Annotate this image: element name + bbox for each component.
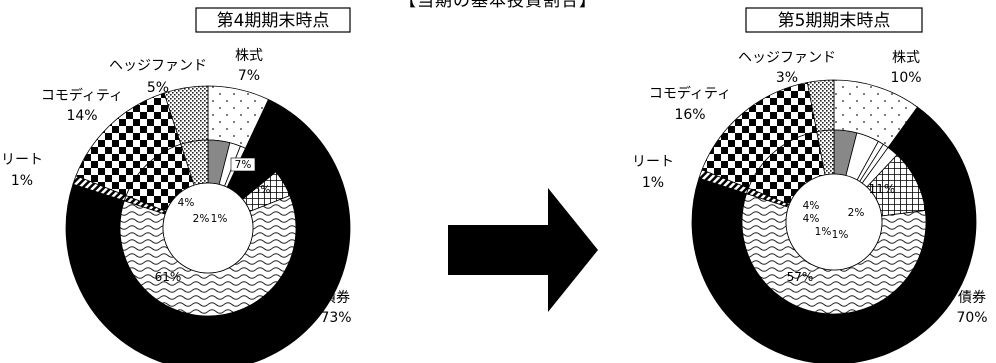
outer-label: コモディティ xyxy=(41,87,123,104)
donut-hole xyxy=(162,182,254,274)
inner-label-bg xyxy=(230,157,256,172)
chart-title-box xyxy=(745,7,923,33)
outer-label: 株式 xyxy=(892,50,920,66)
outer-label: ヘッジファンド xyxy=(738,50,836,66)
outer-label: ヘッジファンド xyxy=(109,58,207,74)
outer-value: 3% xyxy=(776,70,798,86)
outer-value: 1% xyxy=(642,175,664,191)
inner-value: 5% xyxy=(254,184,271,196)
inner-value: 2% xyxy=(848,207,865,219)
inner-value: 1% xyxy=(832,229,849,241)
outer-value: 5% xyxy=(147,80,169,96)
inner-value: 4% xyxy=(178,197,195,209)
inner-value: 1% xyxy=(211,213,228,225)
inner-value: 57% xyxy=(787,270,814,284)
outer-label: 株式 xyxy=(235,48,263,64)
inner-value: 11% xyxy=(869,182,896,196)
outer-value: 1% xyxy=(11,173,33,189)
outer-label: リート xyxy=(632,154,674,170)
chart-title-box xyxy=(195,7,351,33)
inner-value: 4% xyxy=(803,200,820,212)
outer-value: 73% xyxy=(320,310,351,326)
outer-value: 16% xyxy=(674,107,705,123)
inner-value: 61% xyxy=(155,270,182,284)
inner-value: 4% xyxy=(803,213,820,225)
inner-value: 1% xyxy=(815,226,832,238)
arrow-icon xyxy=(448,188,598,312)
inner-value: 2% xyxy=(193,213,210,225)
chart-title: 第5期期末時点 xyxy=(778,11,891,31)
donut-hole xyxy=(785,173,883,271)
outer-value: 10% xyxy=(890,70,921,86)
outer-label: 債券 xyxy=(322,290,350,306)
outer-value: 7% xyxy=(238,68,260,84)
outer-label: 債券 xyxy=(958,290,986,306)
main-title: 【当期の基本投資割合】 xyxy=(399,0,597,11)
inner-value: 7% xyxy=(235,159,252,171)
outer-value: 14% xyxy=(66,108,97,124)
outer-value: 70% xyxy=(956,310,987,326)
chart-title: 第4期期末時点 xyxy=(217,11,330,31)
outer-label: リート xyxy=(1,152,43,168)
outer-label: コモディティ xyxy=(649,85,731,102)
